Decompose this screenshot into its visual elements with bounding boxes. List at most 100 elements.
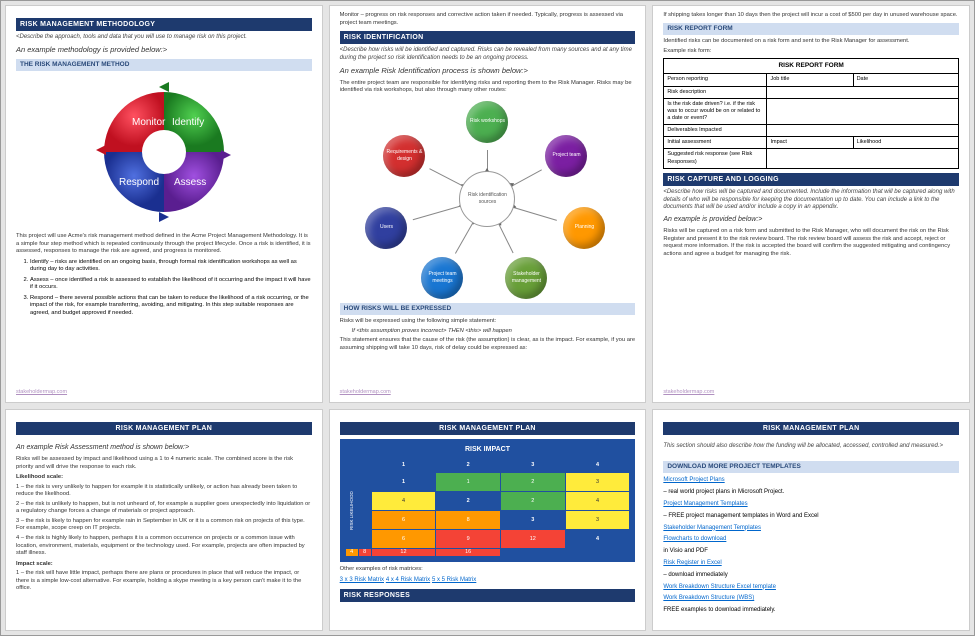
risk-statement: If <this assumption proves incorrect> TH… — [352, 328, 636, 336]
link-desc: in Visio and PDF — [663, 548, 708, 554]
download-links: Microsoft Project Plans – real world pro… — [663, 477, 959, 615]
spoke-node: Requirements & design — [383, 135, 425, 177]
matrix-cell — [359, 458, 371, 548]
fc — [767, 125, 959, 137]
matrix-cell: 3 — [501, 511, 565, 529]
pre-text: Monitor – progress on risk responses and… — [340, 12, 636, 27]
download-link[interactable]: Work Breakdown Structure Excel template — [663, 584, 959, 592]
matrix-cell: 3 — [566, 511, 630, 529]
step-2: Assess – once identified a risk is asses… — [30, 277, 312, 292]
l2: 2 – the risk is unlikely to happen, but … — [16, 501, 312, 516]
fc: Date — [853, 74, 958, 86]
spoke-node: Risk workshops — [466, 101, 508, 143]
spoke-node: Planning — [563, 207, 605, 249]
link-desc: – FREE project management templates in W… — [663, 513, 818, 519]
body-text: This project will use Acme's risk manage… — [16, 233, 312, 256]
intro-2: <Describe how risks will be captured and… — [663, 189, 959, 212]
fc: Impact — [767, 137, 853, 149]
matrix-cell: 2 — [501, 492, 565, 510]
download-link[interactable]: Work Breakdown Structure (WBS) — [663, 595, 959, 603]
download-link[interactable]: Project Management Templates — [663, 501, 959, 509]
matrix-cell: 1 — [436, 473, 500, 491]
download-link[interactable]: Stakeholder Management Templates — [663, 525, 959, 533]
l3: 3 – the risk is likely to happen for exa… — [16, 518, 312, 533]
matrix-link-1[interactable]: 3 x 3 Risk Matrix — [340, 577, 384, 583]
matrix-cell: 4 — [372, 492, 436, 510]
matrix-cell: 16 — [436, 549, 500, 556]
body: Risks will be assessed by impact and lik… — [16, 456, 312, 471]
section-header: RISK IDENTIFICATION — [340, 31, 636, 44]
page-header: RISK MANAGEMENT PLAN — [340, 422, 636, 435]
lead-2: An example is provided below:> — [663, 215, 959, 224]
matrix-cell: 2 — [436, 458, 500, 472]
lead: An example Risk Assessment method is sho… — [16, 443, 312, 452]
matrix-title: RISK IMPACT — [346, 445, 630, 454]
risk-report-form: RISK REPORT FORM Person reportingJob tit… — [663, 58, 959, 169]
fc — [767, 98, 959, 124]
matrix-cell: 6 — [372, 511, 436, 529]
matrix-cell: 4 — [566, 458, 630, 472]
sub-header: THE RISK MANAGEMENT METHOD — [16, 59, 312, 71]
sub-header-1: RISK REPORT FORM — [663, 23, 959, 35]
page-4: RISK MANAGEMENT PLAN An example Risk Ass… — [5, 409, 323, 631]
matrix-cell: 9 — [436, 530, 500, 548]
lead-text: An example Risk Identification process i… — [340, 66, 636, 76]
l1: 1 – the risk is very unlikely to happen … — [16, 484, 312, 499]
link-desc: FREE examples to download immediately. — [663, 607, 775, 613]
section-header: RISK MANAGEMENT METHODOLOGY — [16, 18, 312, 31]
page-header: RISK MANAGEMENT PLAN — [663, 422, 959, 435]
download-link[interactable]: Flowcharts to download — [663, 536, 959, 544]
fc — [767, 149, 959, 168]
matrix-cell: 2 — [436, 492, 500, 510]
matrix-cell: 4 — [566, 530, 630, 548]
steps-list: Identify – risks are identified on an on… — [30, 259, 312, 318]
matrix-cell: RISK LIKELIHOOD — [346, 473, 358, 548]
spoke-node: Project team — [545, 135, 587, 177]
body-3: Risks will be captured on a risk form an… — [663, 228, 959, 258]
link-desc: – download immediately — [663, 572, 727, 578]
scale-h2: Impact scale: — [16, 561, 312, 569]
fc: Initial assessment — [664, 137, 767, 149]
matrix-cell: 4 — [346, 549, 358, 556]
page-5: RISK MANAGEMENT PLAN RISK IMPACT 1234RIS… — [329, 409, 647, 631]
body-text-3: This statement ensures that the cause of… — [340, 337, 636, 352]
matrix-link-3[interactable]: 5 x 5 Risk Matrix — [432, 577, 476, 583]
download-link[interactable]: Risk Register in Excel — [663, 560, 959, 568]
fc: Person reporting — [664, 74, 767, 86]
fc: Risk description — [664, 86, 767, 98]
spoke-node: Users — [365, 207, 407, 249]
download-header: DOWNLOAD MORE PROJECT TEMPLATES — [663, 461, 959, 473]
page-header: RISK MANAGEMENT PLAN — [16, 422, 312, 435]
matrix-cell — [346, 458, 358, 472]
other-ex: Other examples of risk matrices: — [340, 566, 636, 574]
matrix-cell: 1 — [372, 473, 436, 491]
spoke-node: Project team meetings — [421, 257, 463, 299]
quad-respond: Respond — [119, 177, 159, 188]
matrix-link-2[interactable]: 4 x 4 Risk Matrix — [386, 577, 430, 583]
lead-text: An example methodology is provided below… — [16, 45, 312, 55]
spoke-node: Stakeholder management — [505, 257, 547, 299]
intro-text: <Describe how risks will be identified a… — [340, 47, 636, 63]
matrix-cell: 6 — [372, 530, 436, 548]
matrix-cell: 8 — [359, 549, 371, 556]
page-1: RISK MANAGEMENT METHODOLOGY <Describe th… — [5, 5, 323, 403]
fc: Suggested risk response (see Risk Respon… — [664, 149, 767, 168]
pre-text: If shipping takes longer than 10 days th… — [663, 12, 959, 20]
page-6: RISK MANAGEMENT PLAN This section should… — [652, 409, 970, 631]
section-header-2: RISK CAPTURE AND LOGGING — [663, 173, 959, 186]
hub-node: Risk identification sources — [459, 171, 515, 227]
page-3: If shipping takes longer than 10 days th… — [652, 5, 970, 403]
matrix-cell: 3 — [566, 473, 630, 491]
fc: Likelihood — [853, 137, 958, 149]
download-link[interactable]: Microsoft Project Plans — [663, 477, 959, 485]
fc: Deliverables Impacted — [664, 125, 767, 137]
matrix-cell: 12 — [372, 549, 436, 556]
body-2: Example risk form: — [663, 48, 959, 56]
matrix-cell: 3 — [501, 458, 565, 472]
matrix-cell: 8 — [436, 511, 500, 529]
matrix-cell: 12 — [501, 530, 565, 548]
form-title: RISK REPORT FORM — [664, 59, 959, 74]
matrix-cell: 2 — [501, 473, 565, 491]
scale-h1: Likelihood scale: — [16, 474, 312, 482]
cycle-diagram: Monitor Identify Respond Assess — [74, 77, 254, 227]
